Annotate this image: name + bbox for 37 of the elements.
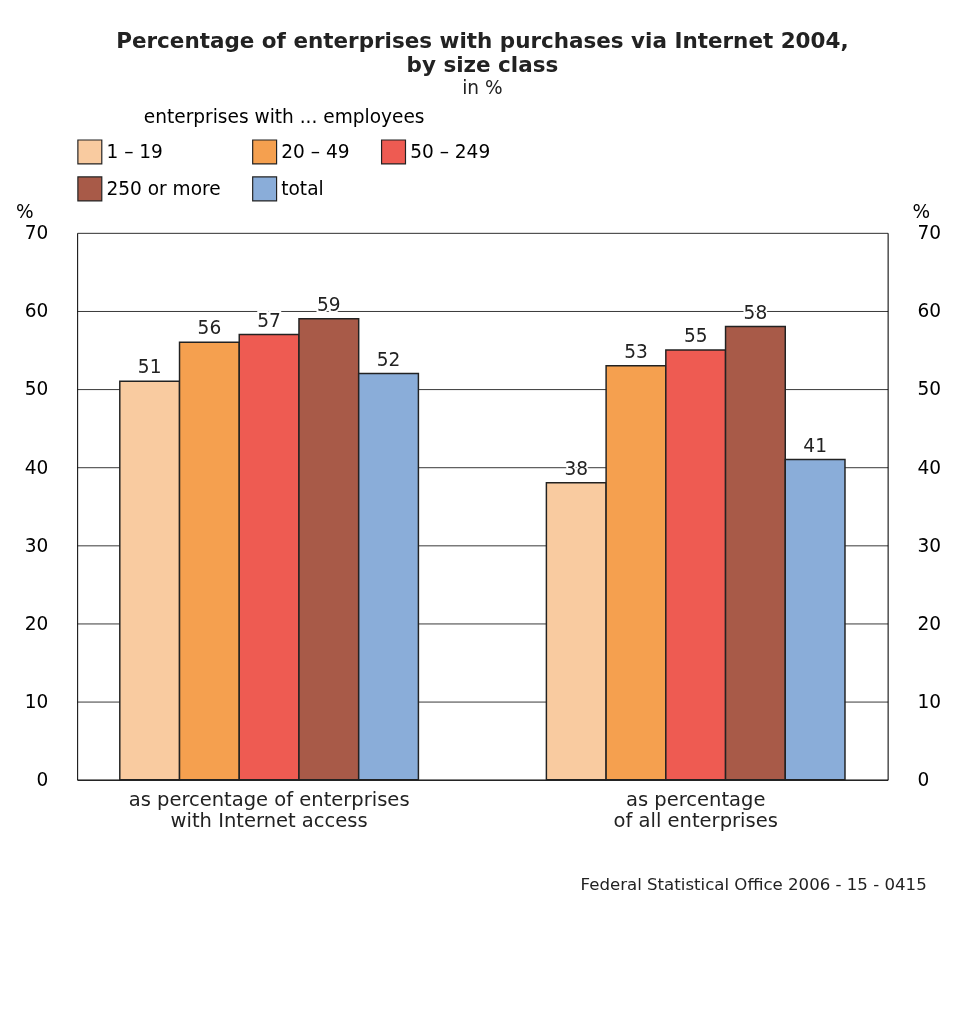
data-label: 59 — [317, 293, 341, 315]
chart-subtitle: in % — [462, 77, 503, 99]
y2-tick-label: 40 — [917, 456, 942, 478]
data-label: 41 — [803, 434, 827, 456]
chart-title: Percentage of enterprises with purchases via Internet 2004, by size class — [116, 28, 849, 77]
y2-tick-label: 20 — [917, 612, 942, 634]
legend-title: enterprises with ... employees — [143, 106, 425, 128]
y2-tick-label: 60 — [917, 300, 942, 322]
y-tick-label: 40 — [24, 456, 49, 478]
legend-label: 50 – 249 — [410, 140, 491, 162]
y-tick-label: 60 — [24, 300, 49, 322]
data-label: 57 — [257, 309, 281, 331]
y-tick-label: 50 — [24, 378, 49, 400]
data-label: 52 — [376, 348, 401, 370]
y2-tick-label: 30 — [917, 534, 942, 556]
legend-label: total — [281, 177, 324, 199]
data-label: 51 — [137, 356, 162, 378]
y-tick-label: 0 — [36, 769, 49, 791]
data-label: 55 — [683, 325, 708, 347]
y-tick-label: 10 — [24, 690, 49, 712]
y2-tick-label: 70 — [917, 222, 942, 244]
data-label: 53 — [624, 340, 648, 362]
legend-label: 20 – 49 — [281, 140, 350, 162]
x-tick-label: as percentage of all enterprises — [613, 787, 778, 833]
y-tick-label: 20 — [24, 612, 49, 634]
y-tick-label: 70 — [24, 222, 49, 244]
y-axis-title: % — [16, 200, 34, 222]
legend-label: 250 or more — [106, 177, 221, 199]
y2-tick-label: 50 — [917, 378, 942, 400]
legend-label: 1 – 19 — [106, 140, 163, 162]
y2-axis-title: % — [912, 200, 931, 222]
y-tick-label: 30 — [24, 534, 49, 556]
y2-tick-label: 10 — [917, 690, 942, 712]
data-label: 56 — [197, 317, 222, 339]
y2-tick-label: 0 — [917, 769, 930, 791]
text: Federal Statistical Office 2006 - 15 - 0415 — [580, 875, 927, 895]
x-tick-label: as percentage of enterprises with Internet access — [128, 787, 410, 833]
